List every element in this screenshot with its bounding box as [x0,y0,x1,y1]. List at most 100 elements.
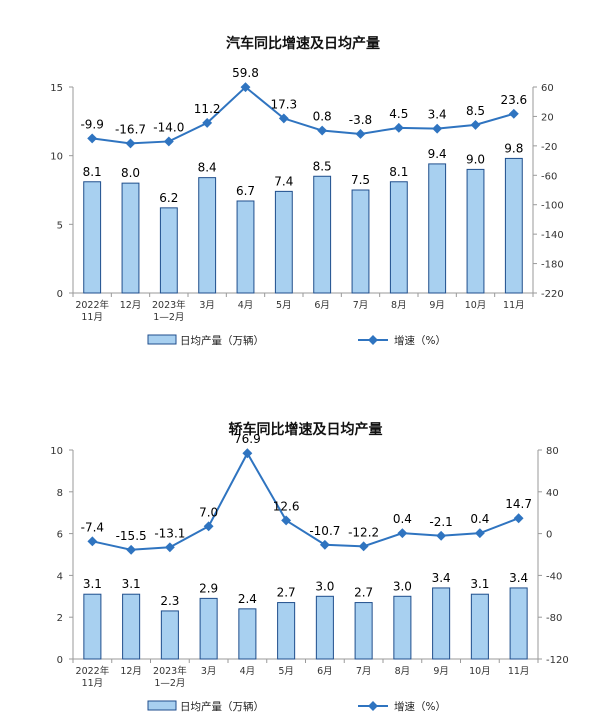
x-tick-label: 11月 [81,312,103,323]
bar [354,602,373,660]
legend-bar-swatch [147,334,177,345]
growth-value-label: -3.8 [349,113,372,127]
bar [83,593,102,660]
x-tick-label: 8月 [395,666,411,677]
bar [238,608,257,660]
legend-bar-label: 日均产量（万辆） [180,334,264,347]
legend-bar-label: 日均产量（万辆） [180,700,264,713]
growth-point [432,123,443,134]
legend-line-label: 增速（%） [394,700,446,713]
bar-value-label: 2.3 [160,594,179,608]
x-tick-label: 8月 [391,300,407,311]
legend-line-label: 增速（%） [394,334,446,347]
bar-value-label: 9.0 [466,152,485,166]
bar-value-label: 3.4 [509,571,528,585]
bar-value-label: 3.0 [315,579,334,593]
right-tick-label: -140 [541,230,564,241]
growth-line [92,85,515,145]
bar [277,602,296,660]
growth-point [436,530,447,541]
x-tick-label: 11月 [503,300,525,311]
bar [83,181,102,294]
growth-point [203,521,214,532]
growth-point [125,138,136,149]
growth-point [202,117,213,128]
growth-point [87,133,98,144]
right-tick-label: 40 [546,488,559,499]
growth-value-label: 3.4 [428,108,447,122]
growth-point [240,82,251,93]
growth-point [317,125,328,136]
x-tick-label: 11月 [508,666,530,677]
right-tick-label: -180 [541,260,564,271]
growth-value-label: 12.6 [273,499,300,513]
growth-value-label: -13.1 [154,526,185,540]
legend-line-marker [368,335,378,345]
bar [315,595,334,660]
growth-value-label: -9.9 [80,117,103,131]
right-tick-label: -40 [546,571,562,582]
growth-point [513,513,524,524]
bar-value-label: 7.5 [351,173,370,187]
x-tick-label: 6月 [317,666,333,677]
right-tick-label: 60 [541,83,554,94]
growth-point [319,539,330,550]
x-tick-label: 2023年 [152,299,186,311]
bar [466,168,485,294]
growth-point [281,515,292,526]
bar-value-label: 3.1 [122,577,141,591]
left-tick-label: 5 [57,220,63,231]
x-tick-label: 10月 [465,300,487,311]
left-tick-label: 0 [57,289,63,300]
bar-value-label: 9.8 [504,141,523,155]
bar [351,189,370,294]
bar-value-label: 2.7 [354,586,373,600]
growth-value-label: 7.0 [199,505,218,519]
growth-value-label: 0.4 [393,512,412,526]
x-tick-label: 6月 [314,300,330,311]
bar [428,163,447,294]
bar-value-label: 8.5 [313,159,332,173]
x-tick-label: 2023年 [153,665,187,677]
bar [470,593,489,660]
bar [389,181,408,294]
growth-point [355,128,366,139]
bar [509,587,528,660]
right-tick-label: -20 [541,142,557,153]
growth-value-label: -2.1 [429,515,452,529]
growth-point [508,108,519,119]
left-tick-label: 10 [50,446,63,457]
bar-value-label: 2.7 [277,586,296,600]
bar [122,593,141,660]
growth-point [397,528,408,539]
x-tick-label: 3月 [199,300,215,311]
bar [313,175,332,294]
legend-bar-swatch [147,700,177,711]
chart-title: 汽车同比增速及日均产量 [226,35,380,52]
growth-value-label: 59.8 [232,66,259,80]
x-tick-label: 12月 [120,666,142,677]
growth-point [474,528,485,539]
x-tick-label: 4月 [240,666,256,677]
bar-value-label: 6.7 [236,184,255,198]
growth-value-label: 11.2 [194,102,221,116]
left-tick-label: 15 [50,83,63,94]
right-tick-label: -220 [541,289,564,300]
legend-line-marker [368,701,378,711]
x-tick-label: 10月 [469,666,491,677]
right-tick-label: 0 [546,530,552,541]
growth-value-label: 23.6 [500,93,527,107]
x-tick-label: 3月 [201,666,217,677]
bar-value-label: 8.1 [83,165,102,179]
bar-value-label: 3.1 [83,577,102,591]
bar-value-label: 2.4 [238,592,257,606]
bar-value-label: 6.2 [159,191,178,205]
right-tick-label: -60 [541,171,557,182]
bar-value-label: 7.4 [274,174,293,188]
growth-point [164,542,175,553]
right-tick-label: 80 [546,446,559,457]
growth-point [358,541,369,552]
x-tick-label: 1—2月 [153,312,184,323]
growth-point [242,448,253,459]
